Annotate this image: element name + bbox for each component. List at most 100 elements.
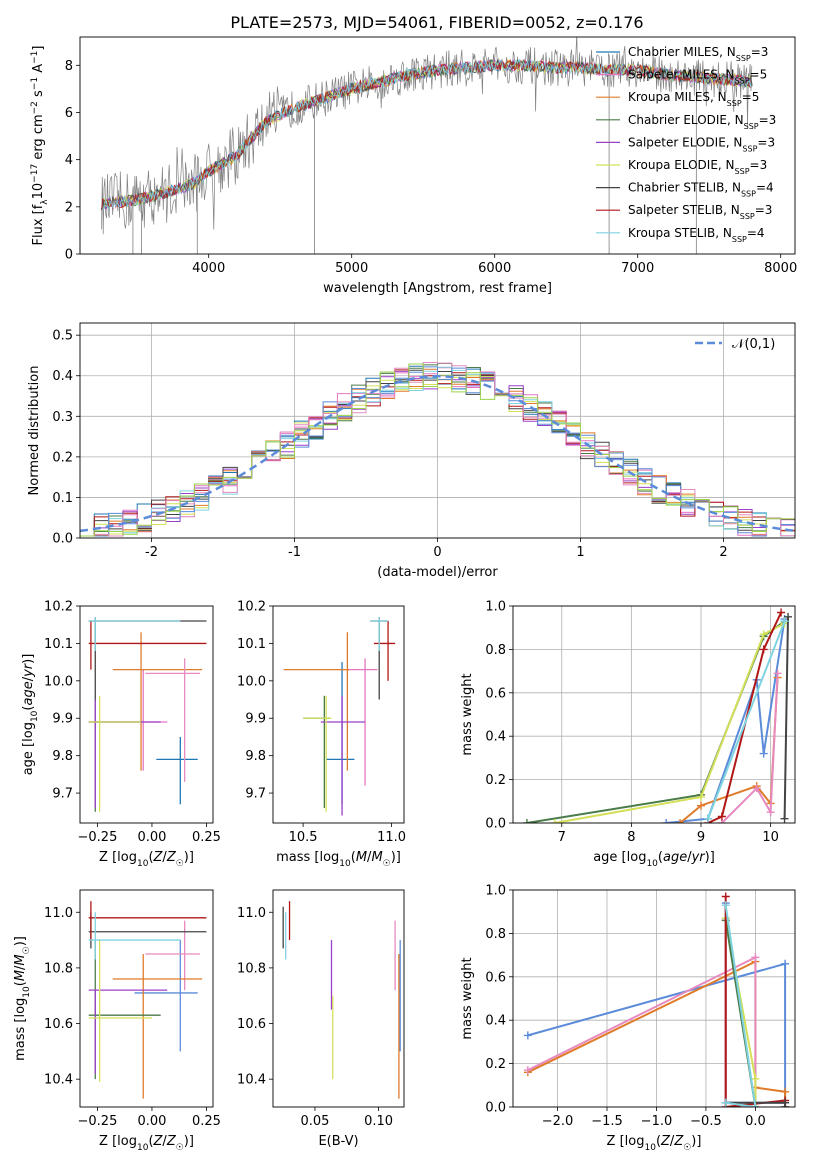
x-tick-label: 8 [627,830,635,845]
weight-marker [781,959,790,968]
plot-area [80,606,213,823]
weight-line [783,616,789,819]
legend-label: Salpeter STELIB, NSSP=3 [628,203,772,221]
figure-title: PLATE=2573, MJD=54061, FIBERID=0052, z=0… [230,13,643,32]
y-tick-label: 11.0 [44,906,73,921]
x-tick-label: -2 [145,545,158,560]
x-tick-label: 2 [719,545,727,560]
legend-label: Salpeter ELODIE, NSSP=3 [628,135,775,153]
y-tick-label: 0.0 [485,1101,506,1116]
panel-residuals: -2 -1 0 1 2 0.0 0.1 0.2 0.3 0.4 0.5 (data-model)/er… [27,322,796,580]
plot-marks [523,892,790,1107]
plot-marks [80,362,795,537]
x-tick-label: 0 [433,545,441,560]
plot-area [513,890,795,1107]
x-axis-label: (data-model)/error [377,565,498,580]
weight-marker [751,1103,760,1107]
x-axis-label: mass [log10(M/M☉)] [276,850,401,869]
y-tick-label: 0.2 [485,773,506,788]
y-tick-label: 10.1 [44,637,73,652]
x-axis-label: Z [log10(Z/Z☉)] [99,1134,194,1153]
legend-label: Salpeter MILES, NSSP=5 [628,68,767,86]
weight-marker [780,617,789,626]
histogram-step [80,362,795,537]
weight-line [707,620,786,820]
weight-marker [784,612,793,621]
weight-marker [721,901,730,910]
weight-marker [781,1087,790,1096]
plot-area [80,890,213,1107]
legend-label: 𝒩(0,1) [732,337,775,352]
weight-marker [721,892,730,901]
x-tick-label: 5000 [335,261,368,276]
y-tick-label: 0.2 [52,450,73,465]
x-tick-label: −0.25 [78,830,118,845]
x-tick-label: 6000 [478,261,511,276]
plot-panels: 4000 5000 6000 7000 8000 0 2 4 6 8 wavelength [Ang… [13,36,797,1153]
weight-marker [751,953,760,962]
weight-marker [717,812,726,821]
y-tick-label: 0.0 [485,817,506,832]
x-axis-label: Z [log10(Z/Z☉)] [99,850,194,869]
x-axis-label: age [log10(age/yr)] [593,850,715,869]
plot-area [513,606,795,823]
x-tick-label: 0.25 [192,1114,221,1129]
x-axis-label: Z [log10(Z/Z☉)] [607,1134,702,1153]
y-tick-label: 0.4 [485,730,506,745]
y-tick-label: 11.0 [237,906,266,921]
plot-marks [101,37,753,254]
axes-frame [79,36,796,255]
plot-marks [282,901,401,1099]
y-tick-label: 10.0 [44,674,73,689]
y-tick-label: 0.5 [52,329,73,344]
weight-marker [697,801,705,810]
y-tick-label: 9.8 [245,749,266,764]
weight-marker [773,669,782,678]
x-tick-label: 7000 [621,261,654,276]
x-tick-label: 10 [762,830,779,845]
y-tick-label: 4 [65,153,73,168]
plot-marks [283,617,396,816]
y-tick-label: 10.2 [237,600,266,615]
axes-frame [79,322,796,539]
weight-marker [752,784,761,793]
weight-marker [759,630,768,639]
axes-frame [272,889,405,1108]
y-tick-label: 9.9 [245,712,266,727]
legend-label: Kroupa STELIB, NSSP=4 [628,226,765,244]
x-tick-label: 7 [558,830,566,845]
panel-mass_vs_ebv: 0.05 0.10 10.4 10.6 10.8 11.0 E(B-V) [237,889,405,1149]
legend-label: Kroupa ELODIE, NSSP=3 [628,158,767,176]
y-tick-label: 10.6 [44,1017,73,1032]
y-tick-label: 0.6 [485,686,506,701]
x-tick-label: −1.5 [591,1114,623,1129]
model-line [101,58,753,211]
y-tick-label: 0.1 [52,491,73,506]
plot-marks [88,617,207,812]
y-axis-label: mass [log10(M/M☉)] [13,936,32,1061]
y-tick-label: 6 [65,106,73,121]
x-tick-label: 0.10 [364,1114,393,1129]
plot-area [273,890,404,1107]
y-tick-label: 0.8 [485,643,506,658]
y-tick-label: 0.8 [485,927,506,942]
x-tick-label: 0.0 [745,1114,766,1129]
x-tick-label: 4000 [192,261,225,276]
weight-marker [780,814,789,823]
y-tick-label: 9.7 [52,787,73,802]
x-tick-label: 0.00 [137,1114,166,1129]
weight-marker [751,1074,760,1083]
y-tick-label: 10.4 [44,1073,73,1088]
x-axis-label: wavelength [Angstrom, rest frame] [323,281,552,296]
axes-frame [512,605,796,824]
weight-marker [523,1031,532,1040]
panel-weight_vs_age: 7 8 9 10 0.0 0.2 0.4 0.6 0.8 1.0 age [log10(age/yr… [460,600,796,869]
legend-label: Chabrier ELODIE, NSSP=3 [628,113,776,131]
legend-label: Chabrier STELIB, NSSP=4 [628,181,774,199]
y-axis-label: mass weight [460,957,475,1039]
legend-label: Kroupa MILES, NSSP=5 [628,90,759,108]
weight-marker [662,819,671,823]
x-tick-label: 11.0 [377,830,406,845]
panel-weight_vs_Z: −2.0 −1.5 −1.0 −0.5 0.0 0.0 0.2 0.4 0.6 0.8 1.0 Z [… [460,884,796,1153]
y-tick-label: 9.7 [245,787,266,802]
